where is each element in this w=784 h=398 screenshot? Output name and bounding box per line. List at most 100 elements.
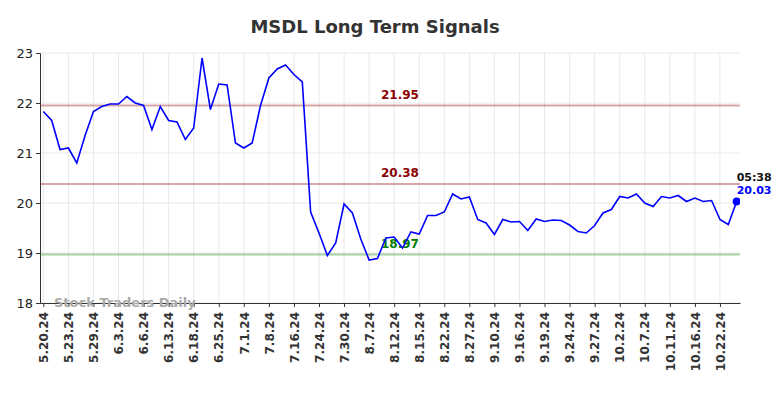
x-tick-label: 7.8.24: [263, 312, 277, 355]
y-tick-mark: [36, 103, 40, 104]
x-tick-mark: [695, 303, 696, 307]
x-tick-label: 6.25.24: [212, 312, 226, 363]
x-tick-label: 7.30.24: [338, 312, 352, 363]
x-tick-mark: [720, 303, 721, 307]
y-tick: 23: [16, 46, 40, 61]
x-tick-label: 9.19.24: [538, 312, 552, 363]
x-tick: 6.6.24: [137, 303, 151, 355]
y-tick: 21: [16, 146, 40, 161]
grid-line-x: [519, 53, 520, 303]
x-tick: 10.2.24: [613, 303, 627, 363]
grid-line-x: [243, 53, 244, 303]
chart: 1819202122235.20.245.23.245.29.246.3.246…: [0, 0, 784, 398]
x-tick: 10.11.24: [664, 303, 678, 371]
x-tick-label: 7.24.24: [313, 312, 327, 363]
level-line: [40, 183, 740, 185]
y-tick-label: 18: [16, 296, 33, 311]
x-tick-mark: [394, 303, 395, 307]
grid-line-x: [43, 53, 44, 303]
x-tick-label: 7.1.24: [238, 312, 252, 355]
x-tick-mark: [43, 303, 44, 307]
x-tick-mark: [494, 303, 495, 307]
x-tick-mark: [244, 303, 245, 307]
x-tick-label: 6.13.24: [162, 312, 176, 363]
x-tick-mark: [319, 303, 320, 307]
y-tick-mark: [36, 153, 40, 154]
x-tick: 10.7.24: [638, 303, 652, 363]
x-tick-mark: [645, 303, 646, 307]
x-tick: 6.25.24: [212, 303, 226, 363]
level-line: [40, 254, 740, 256]
grid-line-x: [669, 53, 670, 303]
x-tick-label: 9.27.24: [588, 312, 602, 363]
grid-line-x: [93, 53, 94, 303]
x-tick-label: 8.22.24: [438, 312, 452, 363]
grid-line-y: [40, 153, 740, 154]
grid-line-x: [694, 53, 695, 303]
x-tick: 7.24.24: [313, 303, 327, 363]
watermark: Stock Traders Daily: [54, 295, 196, 310]
x-tick: 7.1.24: [238, 303, 252, 355]
grid-line-x: [193, 53, 194, 303]
x-tick: 5.20.24: [37, 303, 51, 363]
x-tick: 8.15.24: [413, 303, 427, 363]
x-tick-label: 5.23.24: [62, 312, 76, 363]
y-tick: 19: [16, 246, 40, 261]
y-tick-label: 23: [16, 46, 33, 61]
grid: [40, 53, 740, 303]
x-tick-label: 6.18.24: [187, 312, 201, 363]
grid-line-y: [40, 103, 740, 104]
x-tick: 8.7.24: [363, 303, 377, 355]
x-tick-mark: [519, 303, 520, 307]
x-tick-mark: [545, 303, 546, 307]
x-tick-mark: [469, 303, 470, 307]
grid-line-x: [218, 53, 219, 303]
y-axis-line: [36, 54, 41, 304]
grid-line-x: [719, 53, 720, 303]
level-line: [40, 105, 740, 107]
y-tick-label: 21: [16, 146, 33, 161]
grid-line-x: [293, 53, 294, 303]
grid-line-x: [619, 53, 620, 303]
x-tick-label: 10.16.24: [689, 312, 703, 371]
x-tick: 5.23.24: [62, 303, 76, 363]
x-tick-label: 10.2.24: [613, 312, 627, 363]
y-tick-mark: [36, 203, 40, 204]
y-tick-label: 22: [16, 96, 33, 111]
x-tick-label: 9.16.24: [513, 312, 527, 363]
grid-line-x: [494, 53, 495, 303]
x-tick-mark: [294, 303, 295, 307]
x-tick-label: 10.7.24: [638, 312, 652, 363]
x-tick: 8.27.24: [463, 303, 477, 363]
x-tick-label: 9.10.24: [488, 312, 502, 363]
last-time: 05:38: [737, 171, 772, 184]
grid-line-x: [143, 53, 144, 303]
x-tick: 9.19.24: [538, 303, 552, 363]
x-tick-label: 6.6.24: [137, 312, 151, 355]
x-tick-label: 8.15.24: [413, 312, 427, 363]
x-tick-mark: [219, 303, 220, 307]
x-tick-label: 10.11.24: [664, 312, 678, 371]
grid-line-x: [594, 53, 595, 303]
x-tick-mark: [595, 303, 596, 307]
grid-line-x: [344, 53, 345, 303]
x-tick-label: 10.22.24: [714, 312, 728, 371]
grid-line-x: [544, 53, 545, 303]
x-tick-label: 8.7.24: [363, 312, 377, 355]
level-label: 20.38: [381, 166, 419, 180]
last-value: 20.03: [737, 184, 772, 197]
x-tick: 9.10.24: [488, 303, 502, 363]
x-tick: 7.16.24: [288, 303, 302, 363]
levels: 21.9520.3818.97: [40, 88, 740, 255]
grid-line-x: [68, 53, 69, 303]
y-tick: 22: [16, 96, 40, 111]
y-tick: 18: [16, 296, 40, 311]
x-tick: 9.24.24: [563, 303, 577, 363]
x-tick-mark: [620, 303, 621, 307]
grid-line-x: [469, 53, 470, 303]
x-tick: 8.12.24: [388, 303, 402, 363]
price-line: [43, 58, 736, 260]
y-tick-mark: [36, 253, 40, 254]
x-tick-mark: [419, 303, 420, 307]
x-tick: 7.30.24: [338, 303, 352, 363]
